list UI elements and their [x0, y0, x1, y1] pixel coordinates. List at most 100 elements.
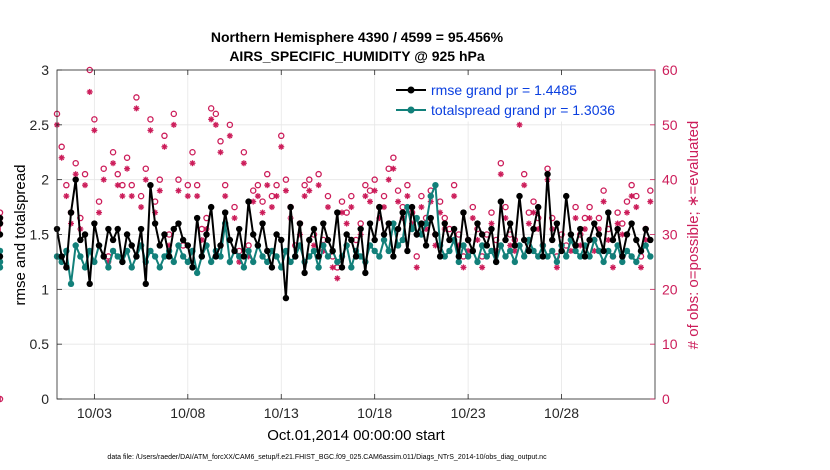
obs-possible-point: [254, 181, 262, 189]
rmse-point: [474, 220, 481, 227]
totalspread-point: [250, 258, 257, 266]
rmse-point: [245, 198, 252, 205]
rmse-point: [385, 220, 392, 227]
obs-evaluated-point: [348, 204, 355, 211]
rmse-point: [264, 247, 271, 255]
totalspread-point: [390, 220, 397, 227]
rmse-point: [151, 220, 159, 227]
rmse-point: [72, 176, 79, 183]
totalspread-point: [441, 253, 448, 260]
rmse-point: [446, 236, 453, 244]
totalspread-point: [310, 247, 318, 255]
obs-evaluated-point: [86, 88, 93, 95]
x-tick-label: 10/28: [544, 405, 579, 421]
obs-evaluated-point: [189, 160, 196, 167]
rmse-point: [91, 220, 98, 227]
rmse-point: [109, 236, 117, 244]
obs-possible-point: [502, 203, 509, 211]
y-tick-label-right: 20: [662, 281, 678, 297]
obs-possible-point: [58, 143, 65, 151]
rmse-point: [0, 231, 4, 238]
obs-possible-point: [263, 170, 271, 178]
rmse-point: [605, 209, 612, 216]
rmse-point: [226, 236, 234, 244]
rmse-point: [240, 253, 248, 260]
obs-possible-point: [0, 395, 4, 403]
obs-possible-point: [133, 94, 140, 101]
rmse-point: [492, 258, 500, 266]
totalspread-point: [586, 253, 593, 260]
obs-possible-point: [595, 214, 603, 222]
obs-possible-point: [450, 181, 458, 189]
rmse-point: [553, 220, 561, 227]
totalspread-point: [385, 247, 392, 255]
rmse-point: [544, 170, 551, 178]
obs-evaluated-point: [124, 165, 131, 172]
obs-evaluated-point: [488, 220, 495, 227]
obs-possible-point: [623, 198, 631, 205]
totalspread-point: [151, 253, 159, 260]
obs-evaluated-point: [460, 264, 467, 271]
legend-marker-totalspread: [407, 106, 415, 114]
obs-evaluated-point: [91, 127, 98, 134]
obs-evaluated-point: [609, 264, 616, 271]
obs-possible-point: [497, 159, 505, 167]
obs-possible-point: [128, 181, 135, 189]
rmse-point: [338, 264, 346, 271]
rmse-point: [278, 236, 285, 244]
obs-evaluated-point: [138, 204, 145, 211]
obs-evaluated-point: [334, 275, 341, 282]
totalspread-point: [109, 247, 117, 255]
obs-evaluated-point: [208, 116, 215, 123]
obs-possible-point: [91, 116, 98, 123]
totalspread-point: [0, 264, 4, 271]
totalspread-point: [619, 258, 626, 266]
y-tick-label-left: 2.5: [30, 117, 50, 133]
totalspread-point: [432, 181, 439, 189]
rmse-point: [0, 220, 4, 227]
totalspread-point: [147, 247, 154, 255]
totalspread-point: [287, 258, 294, 266]
rmse-point: [394, 225, 402, 233]
rmse-point: [0, 214, 4, 222]
totalspread-point: [245, 247, 252, 255]
rmse-point: [483, 242, 491, 249]
obs-possible-point: [362, 181, 369, 189]
obs-evaluated-point: [82, 182, 89, 189]
obs-evaluated-point: [404, 193, 411, 200]
legend: rmse grand pr = 1.4485 totalspread grand…: [391, 75, 649, 122]
totalspread-point: [320, 242, 327, 249]
obs-possible-point: [600, 187, 607, 194]
obs-possible-point: [413, 253, 420, 260]
totalspread-point: [497, 242, 505, 249]
obs-possible-point: [315, 170, 322, 178]
rmse-point: [595, 231, 603, 238]
obs-possible-point: [338, 198, 346, 205]
rmse-point: [535, 203, 542, 211]
rmse-point: [563, 192, 570, 200]
series-line-rmse: [56, 174, 652, 299]
obs-evaluated-point: [572, 215, 579, 222]
totalspread-point: [605, 247, 612, 255]
rmse-point: [310, 225, 318, 233]
rmse-point: [530, 225, 537, 233]
legend-label-totalspread: totalspread grand pr = 1.3036: [431, 102, 615, 118]
totalspread-point: [175, 242, 182, 249]
obs-possible-point: [488, 209, 495, 216]
rmse-point: [642, 225, 649, 233]
rmse-point: [591, 220, 598, 227]
obs-evaluated-point: [147, 127, 154, 134]
obs-evaluated-point: [329, 264, 336, 271]
totalspread-point: [483, 253, 491, 260]
totalspread-point: [0, 247, 4, 255]
obs-possible-point: [614, 209, 621, 216]
rmse-point: [614, 225, 621, 233]
obs-possible-point: [371, 176, 378, 183]
obs-possible-point: [156, 176, 164, 183]
totalspread-point: [506, 247, 514, 255]
rmse-point: [647, 236, 654, 244]
rmse-point: [567, 231, 575, 238]
totalspread-point: [478, 242, 486, 249]
obs-evaluated-point: [133, 105, 140, 112]
y-axis-right: 0 10 20 30 40 50 60: [650, 62, 678, 407]
